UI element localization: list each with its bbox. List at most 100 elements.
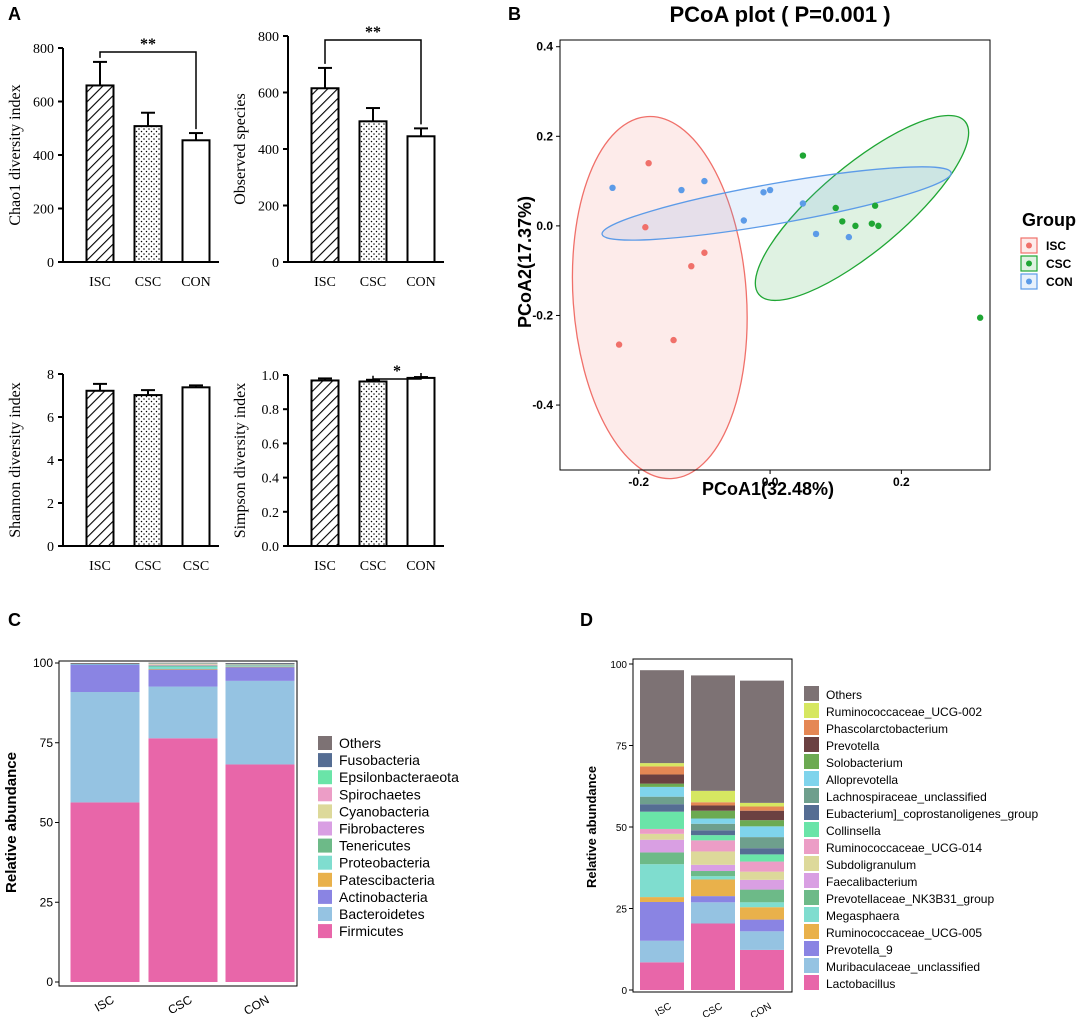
point-isc — [701, 249, 708, 256]
legend-swatch-firmicutes — [318, 924, 332, 939]
legend-swatch-fusobacteria — [318, 753, 332, 768]
significance-bracket — [324, 39, 422, 125]
segment-others — [691, 675, 735, 791]
segment-megasphaera — [740, 902, 784, 908]
segment-fusobacteria — [225, 663, 295, 665]
segment-solobacterium — [740, 820, 784, 827]
point-csc — [799, 152, 807, 159]
legend-swatch-prevotella — [804, 737, 819, 752]
x-tick-label: CSC — [166, 992, 195, 1017]
segment-eubacterium]_coprostanoligenes_group — [740, 848, 784, 855]
y-tick-label: 8 — [47, 368, 54, 383]
segment-ruminococcaceae_ucg-002 — [640, 763, 684, 767]
panel-letter-a: A — [8, 4, 21, 24]
legend-swatch-proteobacteria — [318, 855, 332, 870]
y-axis-label: Relative abundance — [584, 766, 599, 888]
point-con — [845, 233, 853, 241]
y-tick-label: 0 — [46, 975, 53, 989]
legend-swatch-tenericutes — [318, 838, 332, 853]
segment-eubacterium]_coprostanoligenes_group — [640, 804, 684, 812]
segment-bacteroidetes — [70, 692, 140, 803]
y-tick-label: 0.0 — [262, 540, 280, 555]
y-tick-label: 0.2 — [536, 129, 553, 143]
x-tick-label: CON — [181, 275, 211, 290]
observed-species-bar-chart: 0 200 400 600 800 Observed species ISC CSC CON ** — [232, 24, 444, 290]
point-isc — [642, 224, 649, 231]
y-tick-label: 4 — [47, 454, 54, 469]
legend-label: Fusobacteria — [339, 752, 420, 768]
legend-swatch-phascolarctobacterium — [804, 720, 819, 735]
x-tick-label: CON — [241, 992, 271, 1017]
segment-collinsella — [691, 835, 735, 841]
segment-patescibacteria — [148, 669, 218, 670]
legend-swatch-others — [318, 736, 332, 750]
segment-others — [225, 663, 295, 664]
legend-label: Firmicutes — [339, 923, 404, 939]
legend-dot-isc — [1026, 242, 1032, 249]
bar-isc — [85, 389, 115, 547]
legend-label: Epsilonbacteraeota — [339, 769, 459, 785]
legend-label: Prevotella_9 — [826, 943, 893, 957]
bar-isc — [310, 379, 340, 547]
y-tick-label: 1.0 — [262, 369, 280, 384]
segment-phascolarctobacterium — [640, 766, 684, 775]
point-isc — [615, 341, 623, 348]
legend-swatch-subdoligranulum — [804, 856, 819, 871]
significance-label: ** — [140, 36, 156, 53]
segment-lachnospiraceae_unclassified — [640, 796, 684, 805]
segment-ruminococcaceae_ucg-005 — [691, 879, 735, 897]
legend-label: Prevotella — [826, 739, 880, 753]
segment-ruminococcaceae_ucg-014 — [640, 828, 684, 834]
legend-label: Fibrobacteres — [339, 821, 425, 837]
y-axis-label: Observed species — [232, 93, 249, 205]
x-tick-label: CSC — [701, 1001, 725, 1017]
y-axis-label: Chao1 diversity index — [7, 84, 24, 225]
y-tick-label: 0.4 — [536, 40, 553, 54]
legend-swatch-epsilonbacteraeota — [318, 770, 332, 785]
legend-swatch-patescibacteria — [318, 872, 332, 887]
point-con — [701, 177, 708, 185]
segment-tenericutes — [225, 665, 295, 666]
y-tick-label: 800 — [33, 42, 54, 57]
bar-csc — [133, 125, 163, 263]
segment-ruminococcaceae_ucg-014 — [740, 861, 784, 872]
segment-ruminococcaceae_ucg-002 — [740, 802, 784, 807]
y-tick-label: 100 — [33, 656, 53, 670]
legend-swatch-prevotellaceae_nk3b31_group — [804, 890, 819, 905]
segment-firmicutes — [225, 764, 295, 982]
bar-csc — [181, 386, 211, 547]
point-csc — [871, 202, 879, 209]
legend-swatch-prevotella_9 — [804, 941, 819, 956]
segment-faecalibacterium — [640, 839, 684, 853]
x-tick-label: CSC — [135, 559, 161, 574]
simpson-bar-chart: 0.0 0.2 0.4 0.6 0.8 1.0 Simpson diversity inde… — [232, 363, 444, 574]
segment-prevotella_9 — [691, 896, 735, 903]
point-con — [760, 189, 767, 196]
point-con — [799, 200, 807, 207]
segment-actinobacteria — [225, 666, 295, 681]
segment-others — [148, 662, 218, 664]
y-tick-label: 0.4 — [262, 472, 280, 487]
y-tick-label: 600 — [258, 87, 279, 102]
chao1-bar-chart: 0 200 400 600 800 Chao1 diversity index ISC CSC… — [7, 36, 219, 290]
x-tick-label: ISC — [89, 275, 111, 290]
pcoa-scatter-plot: PCoA plot ( P=0.001 ) -0.2 0.0 0.2 -0.4 -0.2 0… — [515, 2, 1076, 499]
point-csc — [839, 218, 846, 225]
shannon-bar-chart: 0 2 4 6 8 Shannon diversity index ISC CSC CSC — [7, 368, 219, 574]
segment-solobacterium — [640, 783, 684, 787]
legend-swatch-lachnospiraceae_unclassified — [804, 788, 819, 803]
plot-frame — [58, 660, 298, 987]
legend-label: Lachnospiraceae_unclassified — [826, 790, 987, 804]
segment-prevotellaceae_nk3b31_group — [691, 871, 735, 877]
y-tick-label: 800 — [258, 30, 279, 45]
panel-letter-b: B — [508, 4, 521, 24]
segment-ruminococcaceae_ucg-005 — [740, 907, 784, 920]
segment-megasphaera — [691, 876, 735, 880]
significance-label: ** — [365, 24, 381, 41]
y-tick-label: 400 — [33, 149, 54, 164]
segment-bacteroidetes — [148, 686, 218, 739]
legend-label: Spirochaetes — [339, 786, 421, 802]
y-axis-label: Simpson diversity index — [232, 383, 249, 539]
x-tick-label: CSC — [360, 559, 386, 574]
